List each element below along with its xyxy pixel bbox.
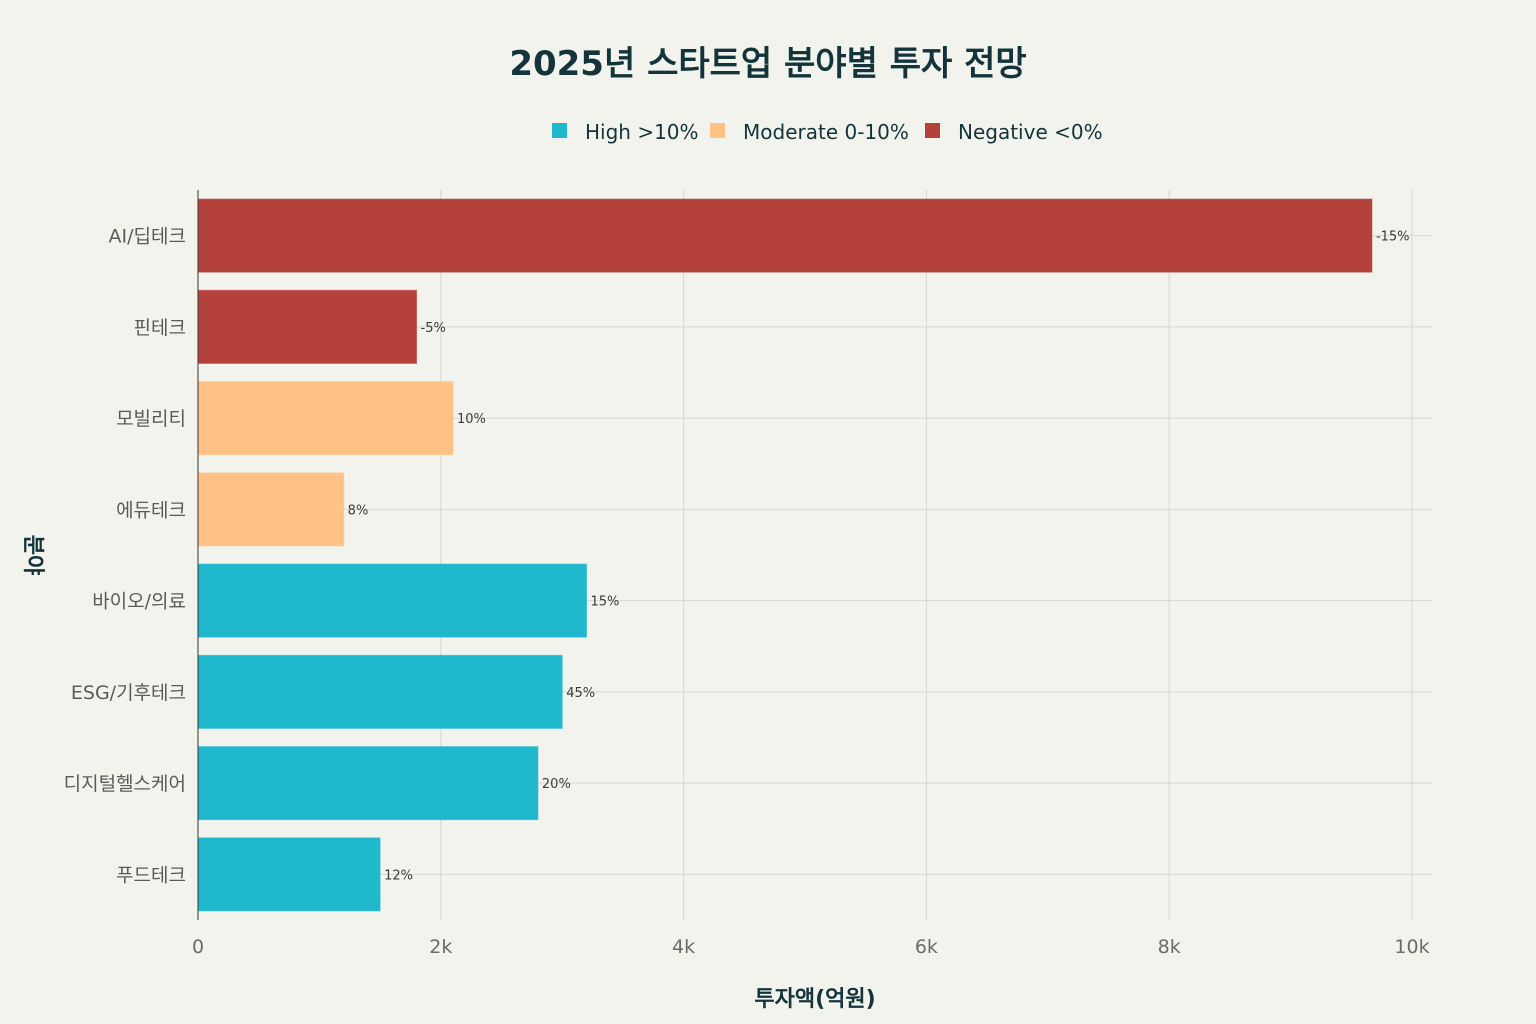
category-label: 바이오/의료: [92, 591, 186, 613]
data-labels: -15% -5% 10% 8% 15% 45% 20% 12%: [348, 230, 1410, 884]
bar: [197, 837, 381, 912]
category-label: 푸드테크: [116, 864, 186, 886]
data-label: 45%: [566, 686, 595, 701]
x-tick-label: 2k: [429, 936, 452, 958]
legend-swatch: [710, 123, 725, 138]
x-tick-label: 4k: [672, 936, 695, 958]
category-label: ESG/기후테크: [71, 682, 186, 704]
x-tick-label: 8k: [1158, 936, 1181, 958]
chart-title: 2025년 스타트업 분야별 투자 전망: [509, 44, 1026, 84]
data-label: 20%: [542, 777, 571, 792]
bar: [197, 381, 454, 456]
data-label: -5%: [421, 321, 446, 336]
data-label: 10%: [457, 412, 486, 427]
bar: [197, 746, 539, 821]
x-tick-label: 6k: [915, 936, 938, 958]
bar: [197, 289, 418, 364]
legend-swatch: [552, 123, 567, 138]
bar: [197, 654, 563, 729]
category-label: 에듀테크: [116, 499, 186, 521]
data-label: 15%: [590, 595, 619, 610]
data-label: -15%: [1376, 230, 1410, 245]
bar: [197, 563, 587, 638]
x-tick-label: 0: [192, 936, 204, 958]
legend-swatch: [925, 123, 940, 138]
data-label: 8%: [348, 503, 369, 518]
data-label: 12%: [384, 868, 413, 883]
bar: [197, 198, 1373, 273]
legend-label: Moderate 0-10%: [743, 120, 909, 144]
bar: [197, 472, 345, 547]
y-axis-title: 분야: [20, 535, 45, 575]
legend-label: High >10%: [585, 120, 699, 144]
category-label: 핀테크: [134, 317, 186, 339]
legend-label: Negative <0%: [958, 120, 1103, 144]
category-label: AI/딥테크: [109, 226, 186, 248]
legend: High >10% Moderate 0-10% Negative <0%: [552, 120, 1103, 144]
category-label: 모빌리티: [116, 408, 186, 430]
category-label: 디지털헬스케어: [64, 773, 186, 795]
bars: [197, 198, 1373, 912]
x-tick-labels: 0 2k 4k 6k 8k 10k: [192, 936, 1430, 958]
x-axis-title: 투자액(억원): [754, 987, 875, 1012]
x-tick-label: 10k: [1394, 936, 1429, 958]
